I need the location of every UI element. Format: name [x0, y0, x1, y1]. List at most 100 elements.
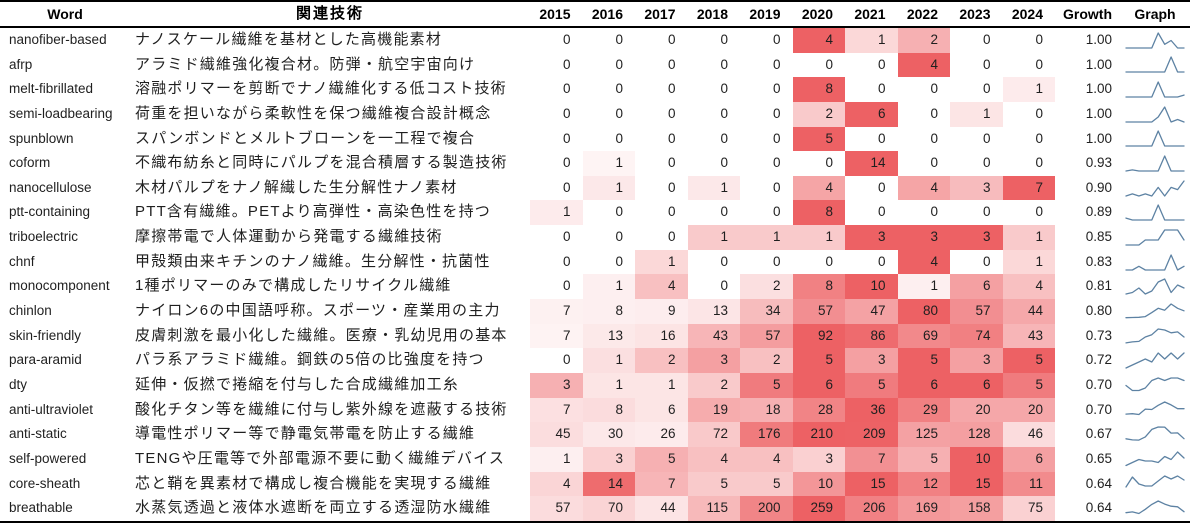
year-cell-2020: 92: [792, 323, 845, 349]
sparkline-cell: [1120, 373, 1190, 398]
tech-cell: 1種ポリマーのみで構成したリサイクル繊維: [135, 277, 452, 295]
year-cell-2015: 45: [530, 422, 583, 447]
sparkline-graph: [1125, 106, 1185, 123]
tech-cell: スパンボンドとメルトブローンを一工程で複合: [135, 129, 476, 147]
tech-cell: 皮膚刺激を最小化した繊維。医療・乳幼児用の基本: [135, 326, 508, 344]
year-cell-2018: 0: [720, 56, 728, 72]
tech-cell: パラ系アラミド繊維。鋼鉄の5倍の比強度を持つ: [135, 351, 485, 369]
year-cell-2018: 19: [687, 397, 740, 423]
growth-cell: 0.64: [1085, 475, 1112, 491]
table-row: spunblown スパンボンドとメルトブローンを一工程で複合 0 0 0 0 0 5 0 0 0 0…: [0, 126, 1190, 152]
year-cell-2021: 206: [845, 496, 898, 521]
year-cell-2016: 14: [582, 471, 635, 497]
year-cell-2017: 0: [667, 229, 676, 245]
year-cell-2016: 13: [582, 323, 635, 349]
year-cell-2019: 0: [772, 56, 781, 72]
year-cell-2023: 0: [982, 253, 991, 269]
year-cell-2017: 0: [667, 179, 676, 195]
tech-cell: TENGや圧電等で外部電源不要に動く繊維デバイス: [135, 449, 506, 467]
year-cell-2018: 13: [687, 299, 740, 324]
year-cell-2017: 6: [635, 397, 688, 423]
year-cell-2023: 20: [950, 397, 1003, 423]
sparkline-graph: [1125, 451, 1185, 466]
year-cell-2024: 44: [1002, 299, 1055, 324]
year-cell-2018: 0: [720, 204, 728, 220]
year-cell-2022: 5: [897, 348, 950, 373]
year-cell-2019: 0: [772, 32, 781, 47]
tech-cell: 不織布紡糸と同時にパルプを混合積層する製造技術: [135, 154, 508, 172]
tech-cell: 延伸・仮撚で捲縮を付与した合成繊維加工糸: [135, 375, 460, 393]
year-cell-2022: 4: [897, 175, 950, 201]
year-cell-2020: 4: [792, 175, 845, 201]
growth-cell: 0.70: [1085, 401, 1112, 417]
year-cell-2019: 0: [772, 253, 781, 269]
year-cell-2016: 0: [615, 105, 623, 121]
word-cell: monocomponent: [9, 278, 110, 294]
growth-cell: 0.70: [1085, 376, 1112, 392]
year-cell-2023: 0: [982, 56, 991, 72]
year-cell-2021: 86: [845, 323, 898, 349]
sparkline-cell: [1120, 151, 1190, 176]
year-cell-2023: 128: [950, 422, 1003, 447]
growth-cell: 1.00: [1085, 56, 1112, 72]
year-cell-2022: 0: [930, 105, 938, 121]
sparkline-graph: [1125, 204, 1185, 221]
year-cell-2017: 7: [635, 471, 688, 497]
year-cell-2024: 5: [1002, 348, 1055, 373]
column-header-word: Word: [47, 6, 83, 22]
sparkline-cell: [1120, 225, 1190, 250]
year-cell-2016: 0: [615, 229, 623, 245]
year-cell-2015: 1: [530, 446, 583, 472]
year-cell-2017: 16: [635, 323, 688, 349]
year-cell-2019: 200: [740, 496, 793, 521]
tech-cell: ナイロン6の中国語呼称。スポーツ・産業用の主力: [135, 302, 501, 320]
year-header-2015: 2015: [539, 6, 571, 22]
year-cell-2024: 6: [1002, 446, 1055, 472]
sparkline-graph: [1125, 352, 1185, 369]
year-cell-2024: 1: [1002, 225, 1055, 250]
growth-cell: 1.00: [1085, 105, 1112, 121]
year-cell-2017: 0: [667, 130, 676, 146]
growth-cell: 0.81: [1085, 278, 1112, 294]
year-cell-2020: 6: [792, 372, 845, 398]
table-row: self-powered TENGや圧電等で外部電源不要に動く繊維デバイス 1 3 5 4…: [0, 446, 1190, 472]
year-cell-2019: 0: [772, 105, 781, 121]
year-cell-2017: 0: [667, 105, 676, 121]
growth-cell: 0.80: [1085, 303, 1112, 319]
year-cell-2023: 158: [950, 496, 1003, 521]
sparkline-cell: [1120, 324, 1190, 349]
sparkline-graph: [1125, 229, 1185, 246]
tech-cell: 甲殻類由来キチンのナノ繊維。生分解性・抗菌性: [135, 252, 491, 270]
year-cell-2022: 0: [930, 81, 938, 97]
year-cell-2020: 8: [792, 200, 845, 226]
year-cell-2022: 69: [897, 323, 950, 349]
year-cell-2021: 5: [845, 372, 898, 398]
year-cell-2022: 0: [930, 204, 938, 220]
year-cell-2021: 3: [845, 225, 898, 250]
year-cell-2015: 0: [562, 81, 571, 97]
sparkline-cell: [1120, 102, 1190, 127]
year-cell-2020: 0: [825, 253, 833, 269]
sparkline-graph: [1125, 327, 1185, 344]
year-cell-2020: 4: [792, 28, 845, 53]
year-cell-2018: 5: [687, 471, 740, 497]
year-cell-2023: 6: [950, 372, 1003, 398]
word-cell: afrp: [9, 56, 33, 72]
year-cell-2023: 0: [982, 81, 991, 97]
year-cell-2020: 8: [792, 274, 845, 300]
year-cell-2022: 29: [897, 397, 950, 423]
year-cell-2017: 1: [635, 372, 688, 398]
year-cell-2020: 0: [825, 56, 833, 72]
tech-cell: アラミド繊維強化複合材。防弾・航空宇宙向け: [135, 55, 476, 73]
year-cell-2016: 1: [582, 348, 635, 373]
year-header-2023: 2023: [959, 6, 991, 22]
year-cell-2015: 57: [530, 496, 583, 521]
year-cell-2018: 0: [720, 130, 728, 146]
year-cell-2015: 0: [562, 352, 571, 368]
year-cell-2015: 0: [562, 229, 571, 245]
year-cell-2015: 4: [530, 471, 583, 497]
word-cell: coform: [9, 155, 51, 171]
growth-cell: 0.72: [1085, 352, 1112, 368]
year-cell-2021: 0: [877, 179, 886, 195]
year-cell-2021: 0: [877, 81, 886, 97]
